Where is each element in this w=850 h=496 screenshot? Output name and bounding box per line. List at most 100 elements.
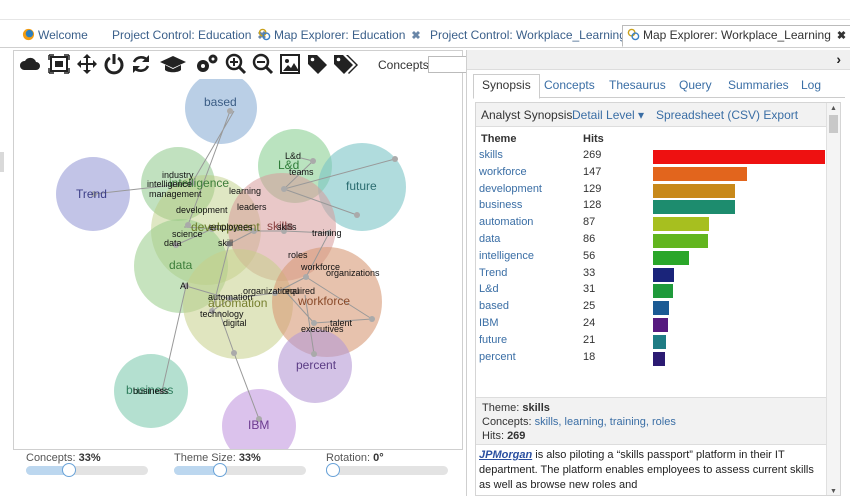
map-sliders: Concepts: 33% Theme Size: 33% Rotation: …	[13, 452, 463, 496]
excerpt-source-link[interactable]: JPMorgan	[479, 449, 533, 461]
concept-label[interactable]: automation	[208, 292, 253, 302]
concept-label[interactable]: teams	[289, 167, 314, 177]
synopsis-row[interactable]: future 21	[476, 333, 828, 350]
tab-label: Welcome	[38, 28, 88, 42]
graduation-cap-icon[interactable]	[159, 53, 187, 75]
concept-label[interactable]: industry	[162, 170, 194, 180]
theme-link[interactable]: data	[479, 233, 501, 245]
synopsis-row[interactable]: Trend 33	[476, 266, 828, 283]
rotation-slider[interactable]	[326, 463, 448, 477]
theme-bubble-percent[interactable]	[278, 329, 352, 403]
zoom-in-icon[interactable]	[225, 53, 247, 75]
fit-view-icon[interactable]	[48, 53, 70, 75]
concept-label[interactable]: leaders	[237, 202, 267, 212]
concept-label[interactable]: business	[133, 386, 169, 396]
theme-link[interactable]: development	[479, 182, 542, 195]
synopsis-row[interactable]: automation 87	[476, 215, 828, 232]
image-export-icon[interactable]	[279, 53, 301, 75]
tag-icon[interactable]	[306, 53, 328, 75]
scroll-thumb[interactable]	[829, 115, 838, 133]
concept-label[interactable]: required	[282, 286, 316, 296]
concept-label[interactable]: AI	[180, 281, 189, 291]
theme-link[interactable]: skills	[479, 149, 503, 161]
tab-synopsis[interactable]: Synopsis	[473, 74, 540, 99]
theme-link[interactable]: business	[479, 199, 523, 212]
concept-label[interactable]: learning	[229, 186, 262, 196]
synopsis-row[interactable]: intelligence 56	[476, 249, 828, 266]
tab-log[interactable]: Log	[801, 78, 822, 92]
concept-label[interactable]: skills	[277, 222, 297, 232]
synopsis-row[interactable]: IBM 24	[476, 316, 828, 333]
theme-size-slider[interactable]	[174, 463, 306, 477]
detail-concepts-links[interactable]: skills, learning, training, roles	[534, 416, 676, 428]
synopsis-row[interactable]: L&d 31	[476, 282, 828, 299]
theme-link[interactable]: workforce	[479, 165, 527, 178]
concept-map[interactable]: based Trend intelligence L&d future deve…	[14, 79, 462, 449]
slider-knob[interactable]	[326, 463, 340, 477]
detail-level-dropdown[interactable]: Detail Level ▾	[572, 108, 645, 122]
move-icon[interactable]	[76, 53, 98, 75]
hits-column-header: Hits	[583, 133, 604, 145]
concepts-search-input[interactable]	[428, 56, 470, 73]
theme-link[interactable]: Trend	[479, 266, 508, 279]
synopsis-row[interactable]: development 129	[476, 182, 828, 199]
zoom-out-icon[interactable]	[252, 53, 274, 75]
synopsis-row[interactable]: workforce 147	[476, 165, 828, 182]
concept-label[interactable]: L&d	[285, 151, 302, 161]
theme-link[interactable]: L&d	[479, 283, 499, 296]
concept-label[interactable]: data	[164, 238, 182, 248]
concept-label[interactable]: employees	[209, 222, 253, 232]
synopsis-scrollbar[interactable]: ▲ ▼	[826, 103, 840, 495]
settings-icon[interactable]	[195, 53, 220, 75]
scroll-up-icon[interactable]: ▲	[830, 105, 837, 112]
tab-map-explorer-workplace[interactable]: Map Explorer: Workplace_Learning ✖	[622, 25, 850, 47]
concepts-slider[interactable]	[26, 463, 148, 477]
slider-knob[interactable]	[61, 463, 76, 477]
concept-label[interactable]: roles	[288, 250, 308, 260]
concept-label[interactable]: science	[172, 229, 203, 239]
concept-label[interactable]: intelligence	[147, 179, 193, 189]
theme-link[interactable]: percent	[479, 350, 516, 363]
concept-label[interactable]: workforce	[301, 262, 341, 272]
tab-project-control-education[interactable]: Project Control: Education ✖	[108, 26, 271, 48]
synopsis-row[interactable]: business 128	[476, 198, 828, 215]
concept-label[interactable]: management	[149, 189, 202, 199]
concept-label[interactable]: talent	[330, 318, 353, 328]
collapsed-panel-handle[interactable]	[0, 152, 4, 172]
concept-label[interactable]: organizational	[243, 286, 300, 296]
chevron-right-icon[interactable]: ›	[836, 51, 841, 67]
close-icon[interactable]: ✖	[411, 30, 421, 42]
concept-label[interactable]: training	[312, 228, 342, 238]
theme-bubble-business[interactable]	[114, 354, 188, 428]
concept-label[interactable]: technology	[200, 309, 244, 319]
slider-knob[interactable]	[212, 463, 227, 477]
cloud-icon[interactable]	[19, 53, 41, 75]
close-icon[interactable]: ✖	[836, 30, 847, 42]
theme-link[interactable]: automation	[479, 216, 534, 229]
tab-summaries[interactable]: Summaries	[728, 78, 789, 92]
theme-link[interactable]: based	[479, 300, 509, 313]
tab-query[interactable]: Query	[679, 78, 712, 92]
concept-label[interactable]: digital	[223, 318, 247, 328]
tags-icon[interactable]	[333, 53, 359, 75]
theme-link[interactable]: intelligence	[479, 249, 535, 262]
concept-label[interactable]: executives	[301, 324, 344, 334]
theme-link[interactable]: IBM	[479, 317, 499, 329]
tab-project-control-workplace[interactable]: Project Control: Workplace_Learning✖	[426, 26, 645, 48]
concept-label[interactable]: development	[176, 205, 228, 215]
synopsis-row[interactable]: percent 18	[476, 350, 828, 367]
concept-label[interactable]: skill	[218, 238, 233, 248]
tab-welcome[interactable]: Welcome	[18, 26, 92, 48]
concept-label[interactable]: organizations	[326, 268, 380, 278]
tab-thesaurus[interactable]: Thesaurus	[609, 78, 666, 92]
power-icon[interactable]	[103, 53, 125, 75]
tab-map-explorer-education[interactable]: Map Explorer: Education ✖	[254, 26, 425, 48]
scroll-down-icon[interactable]: ▼	[830, 488, 837, 495]
synopsis-row[interactable]: data 86	[476, 232, 828, 249]
csv-export-link[interactable]: Spreadsheet (CSV) Export	[656, 108, 799, 122]
synopsis-row[interactable]: based 25	[476, 299, 828, 316]
theme-link[interactable]: future	[479, 333, 508, 346]
synopsis-row[interactable]: skills 269	[476, 148, 828, 165]
tab-concepts[interactable]: Concepts	[544, 78, 595, 92]
refresh-icon[interactable]	[130, 53, 152, 75]
